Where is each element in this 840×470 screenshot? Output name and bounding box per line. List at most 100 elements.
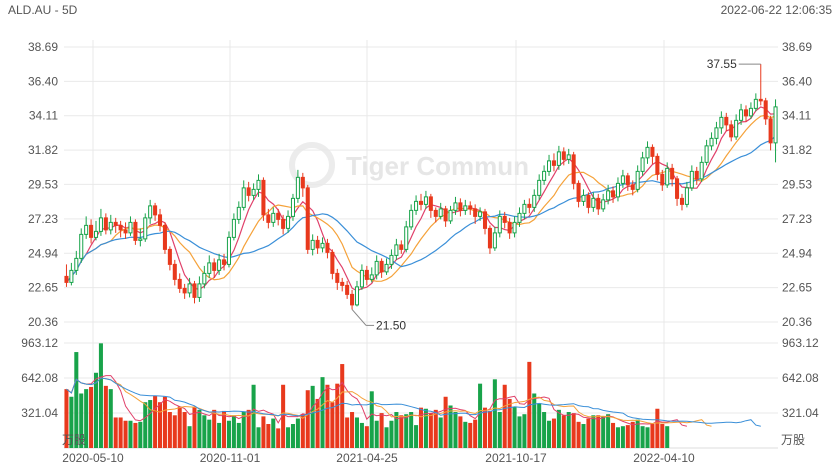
volume-bar [620, 426, 625, 448]
candle-body [601, 199, 606, 210]
volume-bar [118, 417, 123, 448]
volume-ma-line-10 [66, 377, 712, 427]
volume-bar [547, 420, 552, 448]
candle-body [340, 281, 345, 286]
candle-body [379, 260, 384, 273]
candle-body [123, 229, 128, 234]
volume-bar [409, 412, 414, 448]
candle-body [547, 160, 552, 172]
candle-body [113, 221, 118, 226]
volume-tick-label: 321.04 [782, 406, 819, 420]
grid [64, 40, 778, 449]
volume-bar [596, 415, 601, 448]
volume-bar [566, 412, 571, 448]
price-tick-label: 24.94 [782, 246, 812, 260]
candle-body [295, 176, 300, 199]
volume-bar [645, 427, 650, 448]
candle-body [261, 179, 266, 216]
candle-body [566, 154, 571, 160]
volume-bar [497, 412, 502, 448]
volume-bar [468, 422, 473, 448]
volume-bar [202, 415, 207, 448]
candle-body [143, 217, 148, 240]
candle-body [153, 205, 158, 216]
volume-bar [487, 410, 492, 448]
candle-body [320, 242, 325, 249]
low-price-label: 21.50 [376, 318, 406, 332]
volume-bar [414, 425, 419, 448]
candle-body [512, 221, 517, 234]
ma-line-20 [66, 135, 776, 283]
volume-bar [182, 412, 187, 448]
volume-bar [286, 427, 291, 448]
candle-body [443, 208, 448, 222]
volume-bar [295, 418, 300, 448]
candle-body [591, 197, 596, 208]
price-axis-right: 38.69 36.40 34.11 31.82 29.53 27.23 24.94 22.65… [782, 40, 812, 329]
candle-body [753, 98, 758, 109]
candle-body [226, 236, 231, 265]
volume-bar [335, 383, 340, 448]
candle-body [502, 215, 507, 223]
volume-bar [660, 424, 665, 448]
volume-bar [74, 352, 79, 448]
candle-body [473, 208, 478, 217]
candle-body [689, 170, 694, 189]
volume-bar [325, 384, 330, 448]
volume-bar [108, 389, 113, 448]
volume-bar [551, 418, 556, 448]
candle-body [414, 200, 419, 211]
volume-bar [241, 412, 246, 448]
candle-body [192, 283, 197, 298]
candle-body [359, 269, 364, 288]
price-tick-label: 29.53 [28, 177, 58, 191]
candle-body [428, 196, 433, 211]
candle-body [399, 244, 404, 250]
symbol-label: ALD.AU - 5D [8, 3, 78, 17]
candle-body [487, 227, 492, 249]
candle-body [354, 286, 360, 306]
volume-unit-right: 万股 [781, 433, 805, 447]
candle-body [635, 170, 640, 190]
annotations: 37.55 21.50 [351, 57, 761, 332]
candle-body [694, 170, 699, 180]
volume-bar [473, 419, 478, 448]
candle-body [670, 167, 675, 180]
candle-body [758, 98, 763, 102]
candle-body [527, 203, 532, 208]
candle-body [714, 127, 719, 139]
volume-bar [537, 403, 542, 448]
volume-bar [320, 377, 325, 448]
candle-body [704, 145, 709, 163]
candle-body [236, 206, 241, 220]
candle-body [615, 182, 620, 198]
volume-bar [354, 417, 360, 448]
candle-body [364, 269, 369, 280]
watermark-text: Tiger Commun [346, 151, 529, 181]
volume-bar [251, 384, 256, 448]
candle-body [64, 275, 69, 283]
candle-body [561, 151, 566, 160]
price-tick-label: 24.94 [28, 246, 58, 260]
volume-bar [217, 422, 222, 448]
volume-bar [404, 414, 409, 448]
candle-body [74, 257, 79, 271]
volume-bar [650, 424, 655, 448]
candle-body [217, 259, 222, 271]
volume-bar [591, 415, 596, 448]
price-tick-label: 36.40 [28, 74, 58, 88]
price-tick-label: 38.69 [782, 40, 812, 54]
volume-bar [571, 413, 576, 448]
volume-bar [98, 343, 103, 448]
candle-body [222, 259, 227, 265]
candle-body [266, 214, 271, 223]
date-tick-label: 2021-04-25 [336, 451, 398, 465]
candle-body [739, 109, 744, 121]
volume-bar [359, 422, 364, 448]
candle-body [177, 278, 182, 289]
candle-body [665, 167, 670, 186]
volume-bar [133, 422, 138, 448]
candle-body [79, 233, 84, 259]
candle-body [350, 293, 355, 306]
volume-bar [162, 396, 167, 448]
